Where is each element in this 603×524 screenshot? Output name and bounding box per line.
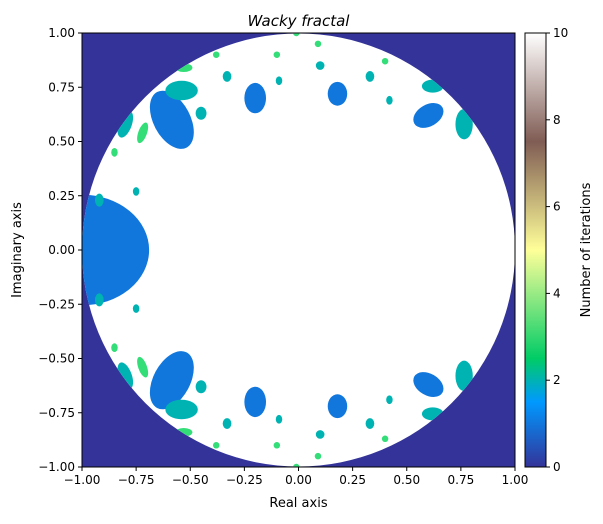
x-tick-label: 0.00 [285, 473, 312, 487]
fractal-region [327, 81, 348, 106]
fractal-region [222, 418, 232, 430]
fractal-region [132, 187, 140, 196]
colorbar-tick-label: 2 [553, 373, 561, 387]
fractal-region [315, 430, 325, 439]
fractal-region [455, 360, 473, 392]
y-tick-label: −0.25 [38, 297, 75, 311]
fractal-region [314, 40, 322, 48]
heatmap-image [82, 33, 515, 467]
fractal-region [293, 33, 300, 37]
fractal-region [386, 95, 393, 105]
fractal-region [94, 293, 104, 307]
fractal-region [212, 51, 220, 58]
fractal-region [275, 414, 283, 424]
fractal-region [365, 70, 375, 82]
fractal-region [455, 108, 473, 140]
fractal-region [222, 70, 232, 82]
fractal-region [165, 80, 198, 101]
fractal-region [137, 122, 149, 144]
fractal-region [413, 103, 444, 128]
fractal-region [273, 51, 281, 58]
fractal-region [293, 463, 300, 467]
y-tick-label: 1.00 [48, 26, 75, 40]
x-axis-label: Real axis [269, 496, 327, 511]
colorbar-tick-label: 10 [553, 26, 568, 40]
x-tick-label: 1.00 [502, 473, 529, 487]
x-tick-label: −0.75 [118, 473, 155, 487]
fractal-region [381, 57, 389, 65]
x-tick-label: 0.50 [393, 473, 420, 487]
fractal-region [195, 106, 207, 120]
fractal-region [149, 90, 194, 149]
fractal-region [327, 394, 348, 419]
y-tick-label: 0.75 [48, 80, 75, 94]
fractal-region [149, 351, 194, 410]
x-tick-label: −1.00 [64, 473, 101, 487]
chart-title: Wacky fractal [248, 12, 351, 30]
colorbar-tick-label: 8 [553, 113, 561, 127]
y-tick-label: −0.75 [38, 406, 75, 420]
colorbar-tick-label: 4 [553, 286, 561, 300]
x-tick-label: −0.25 [226, 473, 263, 487]
fractal-region [244, 386, 267, 418]
y-tick-label: −1.00 [38, 460, 75, 474]
x-tick-label: 0.75 [448, 473, 475, 487]
colorbar-label: Number of iterations [579, 182, 594, 317]
colorbar [524, 32, 547, 468]
y-tick-label: −0.50 [38, 352, 75, 366]
y-axis-label: Imaginary axis [10, 202, 25, 298]
fractal-region [244, 82, 267, 114]
fractal-region [82, 194, 150, 306]
fractal-region [314, 452, 322, 460]
fractal-region [381, 435, 389, 443]
fractal-region [195, 380, 207, 394]
y-tick-label: 0.25 [48, 189, 75, 203]
fractal-region [212, 442, 220, 449]
fractal-region [111, 148, 118, 157]
colorbar-tick-label: 6 [553, 200, 561, 214]
x-tick-label: 0.25 [339, 473, 366, 487]
fractal-region [165, 399, 198, 420]
fractal-region [111, 343, 118, 352]
fractal-region [315, 61, 325, 70]
fractal-region [365, 418, 375, 430]
fractal-region [413, 372, 444, 397]
y-tick-label: 0.00 [48, 243, 75, 257]
fractal-region [132, 304, 140, 313]
fractal-region [137, 356, 149, 378]
fractal-region [94, 193, 104, 207]
fractal-region [273, 442, 281, 449]
y-tick-label: 0.50 [48, 135, 75, 149]
fractal-region [386, 395, 393, 405]
x-tick-label: −0.50 [172, 473, 209, 487]
colorbar-tick-label: 0 [553, 460, 561, 474]
fractal-region [275, 76, 283, 86]
